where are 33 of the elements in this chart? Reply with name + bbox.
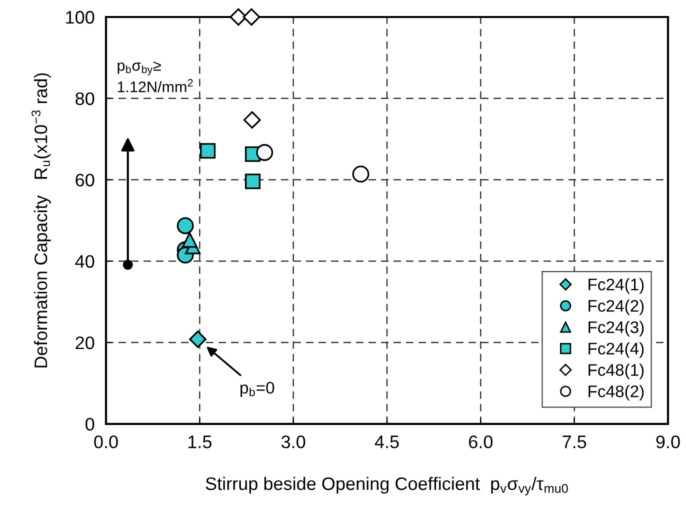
point [243, 111, 261, 129]
legend-label: Fc24(4) [588, 342, 644, 358]
x-tick-label: 4.5 [374, 436, 399, 448]
x-axis-title: Stirrup beside Opening Coefficient p$_{v}$σ$_{vy}$/τ$_{mu0}$ [206, 476, 568, 496]
legend-label: Fc24(3) [588, 320, 644, 336]
point [352, 166, 370, 183]
y-axis-title: Deformation Capacity R$_{u}$(x10$^{−3}$ rad) [32, 73, 51, 368]
point [256, 144, 274, 161]
x-tick-label: 0.0 [94, 435, 118, 448]
y-tick-label: 0 [86, 418, 94, 431]
point [200, 143, 216, 159]
y-tick-label: 20 [76, 336, 94, 350]
legend-label: Fc24(2) [588, 300, 644, 316]
x-tick-label: 1.5 [188, 436, 212, 448]
annotation: p$_{b}$=0 [240, 382, 274, 397]
y-tick-label: 40 [75, 255, 94, 268]
x-tick-label: 6.0 [469, 435, 493, 448]
legend-label: Fc48(2) [588, 385, 644, 401]
x-tick-label: 3.0 [281, 435, 306, 448]
point [189, 330, 206, 348]
legend-label: Fc24(1) [588, 278, 644, 294]
point [242, 8, 260, 26]
point [182, 232, 198, 248]
x-tick-label: 9.0 [656, 435, 680, 448]
y-tick-label: 80 [76, 92, 94, 106]
x-tick-label: 7.5 [562, 436, 586, 448]
annotation: p$_{b}$σ$_{by}$≥ 1.12N/mm$^{2}$ [118, 62, 193, 92]
point [122, 260, 133, 270]
y-tick-label: 60 [76, 174, 94, 186]
point [176, 217, 194, 234]
y-tick-label: 100 [66, 10, 94, 24]
legend-label: Fc48(1) [588, 364, 644, 380]
point [244, 174, 261, 190]
